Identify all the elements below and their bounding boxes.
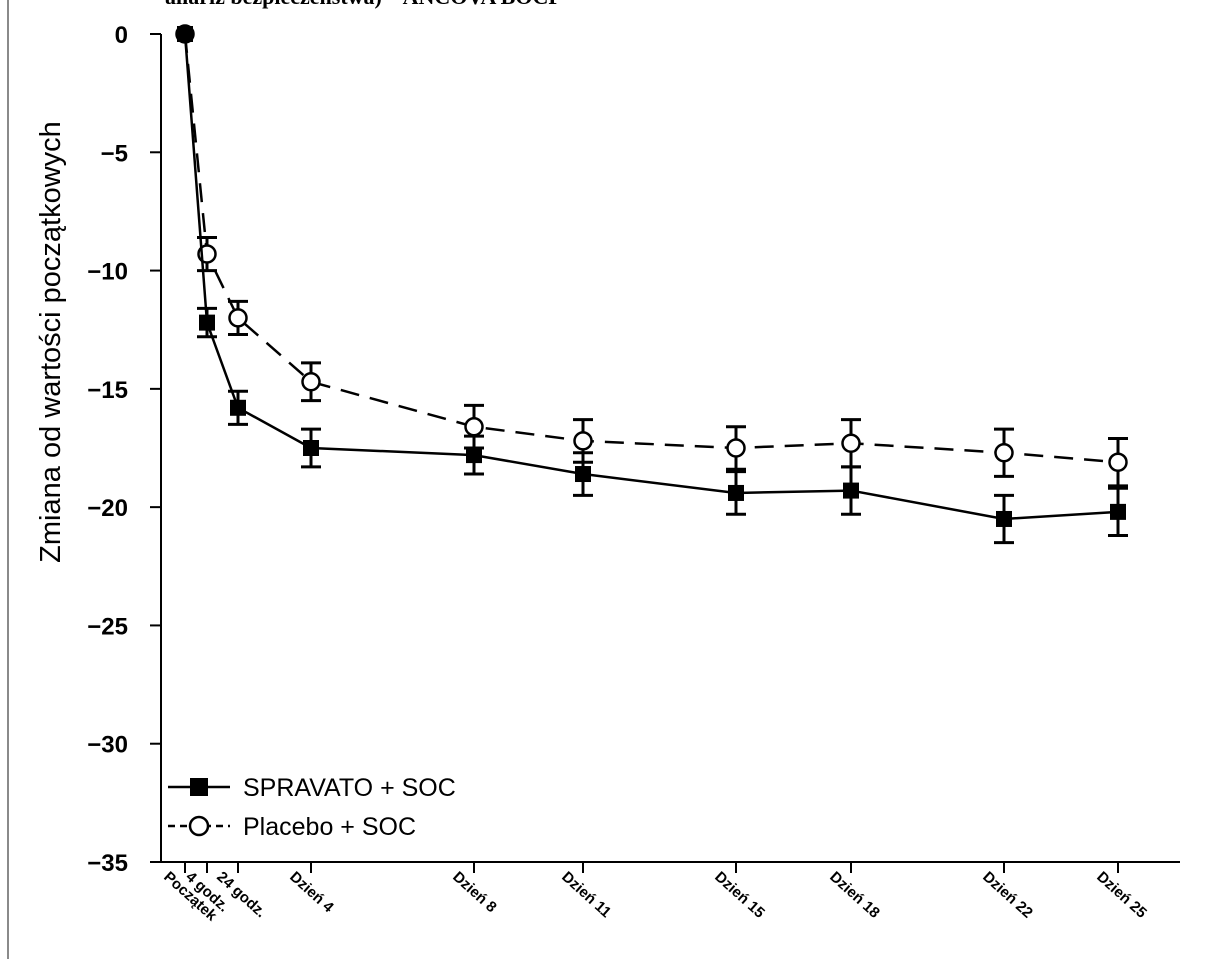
series-layer (175, 24, 1128, 545)
data-point-square (303, 440, 319, 456)
axes (160, 34, 1180, 863)
data-point-circle (464, 416, 484, 437)
y-tick-label: −10 (87, 259, 128, 286)
data-point-circle (1108, 452, 1128, 472)
data-point-square (728, 484, 744, 501)
x-tick-label: Dzień 4 (286, 868, 337, 916)
data-point-square (843, 482, 859, 499)
y-tick-label: −20 (87, 495, 128, 522)
y-tick-label: −5 (101, 140, 128, 167)
legend: SPRAVATO + SOC Placebo + SOC (168, 774, 456, 841)
legend-label: Placebo + SOC (243, 813, 416, 841)
y-axis-label: Zmiana od wartości początkowych (35, 121, 67, 563)
legend-marker-circle (188, 815, 210, 837)
data-point-square (466, 447, 482, 464)
x-tick-label: Dzień 8 (449, 868, 499, 916)
data-point-circle (994, 442, 1014, 463)
data-point-square (177, 26, 193, 42)
series-line (183, 33, 1119, 521)
y-tick-label: −15 (87, 377, 128, 404)
chart-title-fragment: aliariz bezpieczeństwa) – ANCOVA BOCF (165, 0, 562, 9)
series-placebo-soc (175, 24, 1128, 488)
legend-label: SPRAVATO + SOC (243, 774, 456, 802)
data-point-circle (301, 372, 321, 392)
x-tick-label: Dzień 18 (826, 868, 883, 921)
data-point-square (230, 399, 246, 416)
x-tick-label: Dzień 22 (979, 868, 1036, 921)
series-spravato-soc (177, 26, 1128, 545)
data-point-square (1110, 503, 1126, 520)
data-point-square (996, 510, 1012, 527)
data-point-circle (726, 438, 746, 458)
y-tick-label: −35 (87, 850, 128, 877)
data-point-circle (228, 308, 248, 328)
y-tick-label: −25 (87, 613, 128, 640)
y-tick-label: 0 (115, 22, 128, 49)
x-tick-label: Dzień 15 (711, 868, 768, 921)
data-point-circle (573, 431, 593, 451)
data-point-square (575, 466, 591, 483)
x-tick-label: Dzień 11 (558, 868, 614, 921)
legend-marker-square (190, 778, 208, 796)
data-point-square (199, 314, 215, 331)
series-line (183, 33, 1119, 464)
y-ticks: 0 −5 −10 −15 −20 −25 −30 −35 (87, 22, 161, 877)
y-tick-label: −30 (87, 732, 128, 759)
x-tick-label: Dzień 25 (1093, 868, 1150, 921)
data-point-circle (841, 433, 861, 454)
